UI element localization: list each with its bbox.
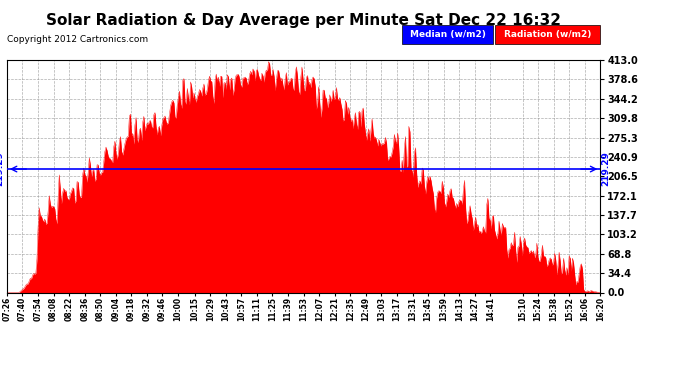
FancyBboxPatch shape xyxy=(402,25,493,44)
Text: Median (w/m2): Median (w/m2) xyxy=(410,30,486,39)
Text: Copyright 2012 Cartronics.com: Copyright 2012 Cartronics.com xyxy=(7,35,148,44)
Text: 219.29: 219.29 xyxy=(0,152,4,186)
FancyBboxPatch shape xyxy=(495,25,600,44)
Text: Radiation (w/m2): Radiation (w/m2) xyxy=(504,30,591,39)
Text: 219.29: 219.29 xyxy=(602,152,611,186)
Text: Solar Radiation & Day Average per Minute Sat Dec 22 16:32: Solar Radiation & Day Average per Minute… xyxy=(46,13,561,28)
